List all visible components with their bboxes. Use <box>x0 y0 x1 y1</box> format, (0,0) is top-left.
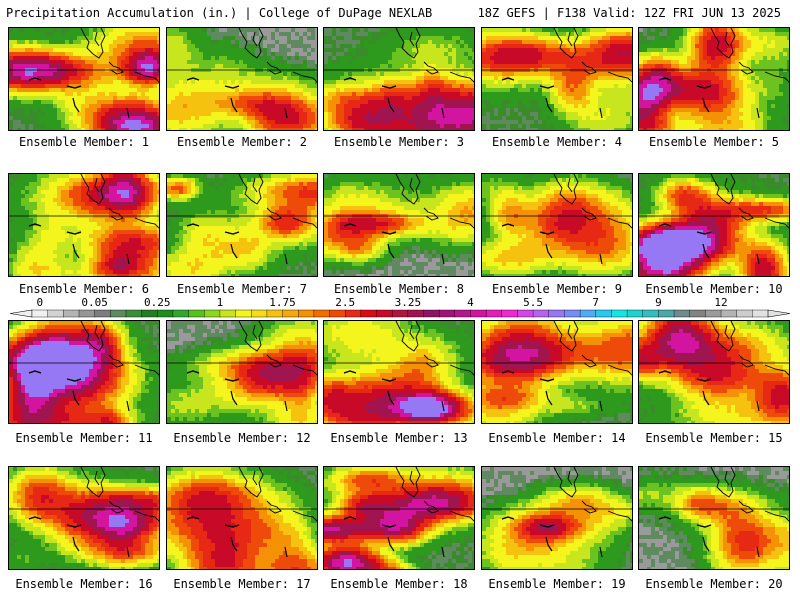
precipitation-field <box>482 174 632 276</box>
ensemble-member-label: Ensemble Member: 4 <box>477 135 637 149</box>
precipitation-colorbar <box>10 309 790 318</box>
ensemble-member-label: Ensemble Member: 16 <box>4 577 164 591</box>
precipitation-field <box>9 467 159 569</box>
ensemble-map-panel <box>166 320 318 424</box>
precipitation-field <box>324 174 474 276</box>
ensemble-member-label: Ensemble Member: 19 <box>477 577 637 591</box>
precipitation-field <box>167 467 317 569</box>
ensemble-member-label: Ensemble Member: 3 <box>319 135 479 149</box>
ensemble-map-panel <box>638 466 790 570</box>
ensemble-map-panel <box>638 320 790 424</box>
colorbar-tick-label: 0.25 <box>144 296 171 309</box>
ensemble-member-label: Ensemble Member: 15 <box>634 431 794 445</box>
precipitation-field <box>639 467 789 569</box>
precipitation-field <box>167 28 317 130</box>
ensemble-map-panel <box>323 27 475 131</box>
ensemble-map-panel <box>323 320 475 424</box>
ensemble-member-label: Ensemble Member: 5 <box>634 135 794 149</box>
precipitation-field <box>482 467 632 569</box>
precipitation-field <box>324 321 474 423</box>
colorbar-tick-label: 9 <box>655 296 662 309</box>
ensemble-map-panel <box>166 27 318 131</box>
ensemble-map-panel <box>8 466 160 570</box>
precipitation-field <box>167 174 317 276</box>
ensemble-map-panel <box>481 173 633 277</box>
precipitation-field <box>639 28 789 130</box>
ensemble-map-panel <box>481 466 633 570</box>
precipitation-field <box>9 174 159 276</box>
ensemble-map-panel <box>638 27 790 131</box>
precipitation-field <box>482 28 632 130</box>
colorbar-tick-label: 5.5 <box>523 296 543 309</box>
ensemble-member-label: Ensemble Member: 18 <box>319 577 479 591</box>
ensemble-member-label: Ensemble Member: 7 <box>162 282 322 296</box>
colorbar-tick-label: 7 <box>592 296 599 309</box>
ensemble-member-label: Ensemble Member: 14 <box>477 431 637 445</box>
ensemble-map-panel <box>8 27 160 131</box>
ensemble-map-panel <box>323 466 475 570</box>
ensemble-map-panel <box>8 173 160 277</box>
ensemble-member-label: Ensemble Member: 8 <box>319 282 479 296</box>
ensemble-map-panel <box>166 173 318 277</box>
chart-title: Precipitation Accumulation (in.) | Colle… <box>6 6 432 20</box>
colorbar-tick-label: 2.5 <box>335 296 355 309</box>
precipitation-field <box>9 28 159 130</box>
precipitation-field <box>482 321 632 423</box>
ensemble-map-panel <box>481 27 633 131</box>
ensemble-map-panel <box>481 320 633 424</box>
colorbar-tick-label: 3.25 <box>395 296 422 309</box>
ensemble-member-label: Ensemble Member: 6 <box>4 282 164 296</box>
colorbar-tick-label: 1.75 <box>269 296 296 309</box>
ensemble-member-label: Ensemble Member: 2 <box>162 135 322 149</box>
ensemble-map-panel <box>638 173 790 277</box>
precipitation-field <box>324 467 474 569</box>
colorbar-tick-label: 1 <box>217 296 224 309</box>
colorbar-tick-label: 0 <box>37 296 44 309</box>
colorbar-tick-label: 4 <box>467 296 474 309</box>
ensemble-member-label: Ensemble Member: 10 <box>634 282 794 296</box>
run-valid-time: 18Z GEFS | F138 Valid: 12Z FRI JUN 13 20… <box>478 6 781 20</box>
colorbar-tick-label: 0.05 <box>81 296 108 309</box>
ensemble-map-panel <box>166 466 318 570</box>
ensemble-member-label: Ensemble Member: 9 <box>477 282 637 296</box>
precipitation-field <box>9 321 159 423</box>
ensemble-member-label: Ensemble Member: 13 <box>319 431 479 445</box>
precipitation-field <box>639 321 789 423</box>
ensemble-map-panel <box>323 173 475 277</box>
precipitation-field <box>167 321 317 423</box>
precipitation-field <box>639 174 789 276</box>
ensemble-member-label: Ensemble Member: 12 <box>162 431 322 445</box>
ensemble-member-label: Ensemble Member: 1 <box>4 135 164 149</box>
ensemble-member-label: Ensemble Member: 20 <box>634 577 794 591</box>
ensemble-member-label: Ensemble Member: 17 <box>162 577 322 591</box>
ensemble-member-label: Ensemble Member: 11 <box>4 431 164 445</box>
colorbar-tick-label: 12 <box>714 296 727 309</box>
ensemble-map-panel <box>8 320 160 424</box>
precipitation-field <box>324 28 474 130</box>
